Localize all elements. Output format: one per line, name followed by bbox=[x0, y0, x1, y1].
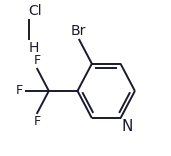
Text: N: N bbox=[121, 119, 133, 134]
Text: F: F bbox=[16, 84, 23, 98]
Text: Cl: Cl bbox=[29, 4, 42, 18]
Text: F: F bbox=[34, 115, 41, 128]
Text: H: H bbox=[29, 41, 39, 55]
Text: Br: Br bbox=[71, 24, 86, 38]
Text: F: F bbox=[34, 54, 41, 67]
